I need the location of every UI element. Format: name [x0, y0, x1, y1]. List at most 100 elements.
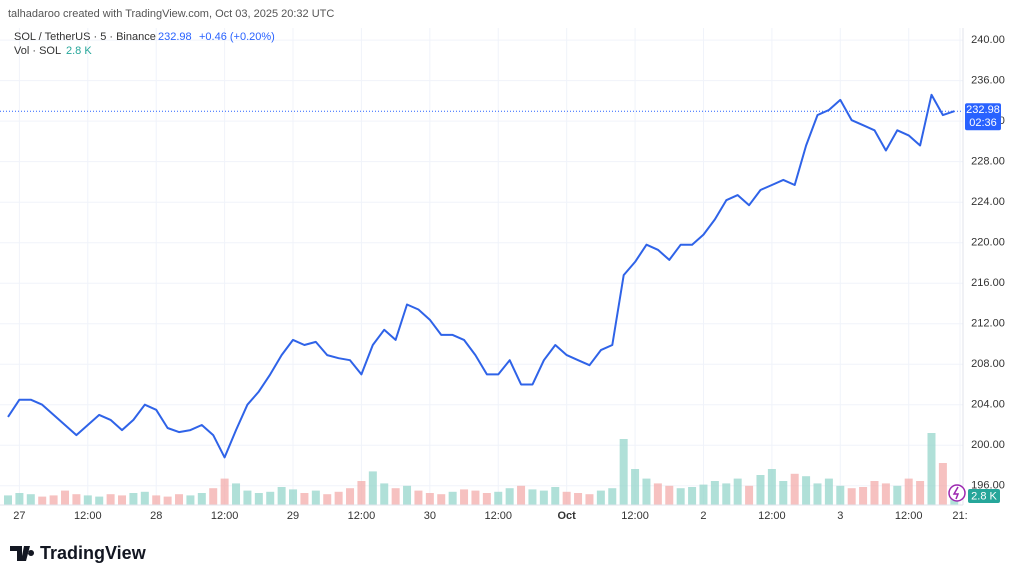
x-tick-label: 21: [952, 510, 967, 522]
volume-bar [414, 490, 423, 505]
volume-bar [460, 489, 469, 505]
volume-bar [733, 478, 742, 505]
volume-bar [106, 494, 115, 505]
price-line [7, 93, 955, 459]
volume-bar [859, 487, 868, 505]
volume-label: Vol · SOL [14, 45, 61, 57]
volume-bar [562, 491, 571, 505]
volume-bar [243, 490, 252, 505]
y-tick-label: 196.00 [971, 480, 1005, 492]
volume-bar [334, 491, 343, 505]
x-tick-label: 12:00 [74, 510, 102, 522]
volume-bar [881, 483, 890, 505]
volume-bar [266, 491, 275, 505]
volume-bar [15, 493, 24, 505]
volume-bar [311, 490, 320, 505]
volume-bar [574, 493, 583, 505]
volume-bar [824, 478, 833, 505]
x-tick-label: 27 [13, 510, 25, 522]
volume-bar [767, 469, 776, 505]
symbol: SOL / TetherUS · 5 · Binance [14, 31, 156, 43]
volume-bar [756, 475, 765, 505]
last-price-badge [965, 103, 1001, 131]
volume-bar [26, 494, 35, 505]
chart-title: talhadaroo created with TradingView.com,… [8, 8, 334, 20]
y-tick-label: 208.00 [971, 358, 1005, 370]
volume-bar [710, 481, 719, 505]
volume-bar [927, 433, 936, 505]
volume-bar [642, 478, 651, 505]
volume-bar [403, 485, 412, 505]
price-change: +0.46 (+0.20%) [199, 31, 275, 43]
volume-bar [608, 488, 617, 505]
volume-bar [95, 496, 104, 505]
volume-bar [916, 481, 925, 505]
volume-bar [391, 488, 400, 505]
volume-bar [813, 483, 822, 505]
brand-logo[interactable]: TradingView [10, 543, 147, 563]
volume-bar [152, 495, 161, 505]
brand-icon [10, 546, 35, 561]
volume-bar [300, 493, 309, 505]
x-tick-label: 12:00 [758, 510, 786, 522]
volume-bar [676, 488, 685, 505]
volume-bar [209, 488, 218, 505]
volume-bar [847, 488, 856, 505]
volume-bar [368, 471, 377, 505]
volume-bar [653, 483, 662, 505]
volume-bar [49, 495, 58, 505]
volume-badge-label: 2.8 K [971, 490, 997, 502]
volume-bar [186, 495, 195, 505]
x-tick-label: 12:00 [348, 510, 376, 522]
last-price-label: 232.98 [966, 104, 1000, 116]
volume-bar [254, 493, 263, 505]
volume-pane [4, 433, 959, 505]
volume-bar [631, 469, 640, 505]
y-tick-label: 212.00 [971, 318, 1005, 330]
volume-bar [904, 478, 913, 505]
volume-bar [722, 483, 731, 505]
volume-bar [425, 493, 434, 505]
x-tick-label: 30 [424, 510, 436, 522]
volume-bar [118, 495, 127, 505]
x-tick-label: 28 [150, 510, 162, 522]
volume-bar [482, 493, 491, 505]
y-tick-label: 224.00 [971, 196, 1005, 208]
volume-bar [494, 491, 503, 505]
volume-bar [528, 489, 537, 505]
volume-bar [539, 490, 548, 505]
y-tick-label: 236.00 [971, 75, 1005, 87]
volume-bar [72, 494, 81, 505]
volume-bar [505, 488, 514, 505]
volume-bar [163, 496, 172, 505]
volume-bar [870, 481, 879, 505]
volume-bar [790, 473, 799, 505]
volume-bar [277, 487, 286, 505]
volume-bar [688, 487, 697, 505]
volume-bar [619, 439, 628, 505]
volume-bar [448, 491, 457, 505]
volume-bar [175, 494, 184, 505]
x-tick-label: Oct [557, 510, 576, 522]
volume-bar [699, 484, 708, 505]
y-tick-label: 228.00 [971, 156, 1005, 168]
y-tick-label: 204.00 [971, 399, 1005, 411]
volume-bar [938, 463, 947, 505]
x-tick-label: 29 [287, 510, 299, 522]
volume-bar [38, 496, 47, 505]
x-tick-label: 12:00 [895, 510, 923, 522]
alert-icon-bolt [952, 486, 960, 500]
volume-bar [665, 485, 674, 505]
alert-icon[interactable] [948, 484, 966, 502]
y-tick-label: 200.00 [971, 439, 1005, 451]
volume-bar [836, 485, 845, 505]
volume-bar [83, 495, 92, 505]
countdown-label: 02:36 [969, 117, 997, 129]
volume-bar [893, 485, 902, 505]
volume-bar [802, 476, 811, 505]
volume-bar [551, 487, 560, 505]
volume-bar [585, 494, 594, 505]
